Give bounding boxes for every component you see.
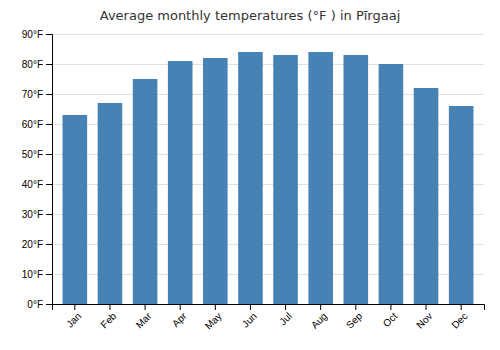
grid-line xyxy=(52,64,484,65)
x-axis: Jan Feb Mar Apr May Jun Jul Aug Sep Oct Nov Dec xyxy=(53,304,485,332)
y-tick: 50°F xyxy=(22,149,52,160)
y-tick-mark xyxy=(46,64,52,65)
grid-line xyxy=(52,34,484,35)
y-tick: 70°F xyxy=(22,89,52,100)
y-tick-mark xyxy=(46,214,52,215)
x-tick-mark xyxy=(109,304,110,310)
x-tick-mark xyxy=(461,304,462,310)
x-tick: Mar xyxy=(134,304,154,330)
y-tick-label: 40°F xyxy=(22,179,43,190)
y-tick: 40°F xyxy=(22,179,52,190)
x-tick: Aug xyxy=(309,304,329,331)
bar xyxy=(344,55,369,304)
grid-tick xyxy=(52,34,484,35)
x-tick: Jul xyxy=(277,304,294,327)
x-tick-mark xyxy=(320,304,321,310)
bar xyxy=(133,79,158,304)
x-tick: Apr xyxy=(170,304,189,329)
x-tick-label: Nov xyxy=(414,310,434,330)
bar xyxy=(98,103,123,304)
x-tick-label: Mar xyxy=(134,310,154,330)
y-tick-label: 60°F xyxy=(22,119,43,130)
y-axis-line xyxy=(46,35,53,305)
y-tick: 0°F xyxy=(27,299,52,310)
grid-tick xyxy=(52,64,484,65)
x-tick-mark xyxy=(355,304,356,310)
bar xyxy=(63,115,88,304)
x-tick-mark xyxy=(180,304,181,310)
y-tick: 60°F xyxy=(22,119,52,130)
x-tick-label: Dec xyxy=(449,310,469,330)
x-tick: Jun xyxy=(240,304,259,330)
bar xyxy=(203,58,228,304)
x-tick: Feb xyxy=(98,304,118,330)
y-tick: 30°F xyxy=(22,209,52,220)
x-tick-mark xyxy=(250,304,251,310)
y-tick-mark xyxy=(46,124,52,125)
y-tick-mark xyxy=(46,274,52,275)
y-tick-label: 20°F xyxy=(22,239,43,250)
x-tick-mark xyxy=(145,304,146,310)
plot-area: 0°F 10°F 20°F 30°F 40°F 50°F 60°F 70°F 80°F 90°F J… xyxy=(22,29,485,332)
x-tick: Sep xyxy=(344,304,365,331)
title: Average monthly temperatures (°F ) in Pī… xyxy=(100,8,401,23)
bar xyxy=(308,52,333,304)
y-tick: 80°F xyxy=(22,59,52,70)
x-tick-label: Jul xyxy=(277,310,294,327)
y-tick-label: 90°F xyxy=(22,29,43,40)
x-tick-mark xyxy=(390,304,391,310)
x-tick-label: Apr xyxy=(170,310,189,329)
y-tick-mark xyxy=(46,244,52,245)
x-tick: Dec xyxy=(449,304,469,331)
y-tick-mark xyxy=(46,304,52,305)
x-tick: Jan xyxy=(64,304,83,330)
x-tick-mark xyxy=(285,304,286,310)
y-tick-label: 30°F xyxy=(22,209,43,220)
grid xyxy=(52,35,484,305)
chart-svg: 0°F 10°F 20°F 30°F 40°F 50°F 60°F 70°F 80°F 90°F J… xyxy=(0,0,500,350)
y-tick-label: 70°F xyxy=(22,89,43,100)
x-axis-line xyxy=(53,305,485,311)
x-tick-label: Jun xyxy=(240,310,259,329)
chart-container: 0°F 10°F 20°F 30°F 40°F 50°F 60°F 70°F 80°F 90°F J… xyxy=(0,0,500,350)
x-tick-label: Jan xyxy=(64,310,83,329)
y-tick: 20°F xyxy=(22,239,52,250)
x-tick-label: Sep xyxy=(344,310,365,331)
bar xyxy=(379,64,404,304)
x-tick-mark xyxy=(426,304,427,310)
y-tick-mark xyxy=(46,94,52,95)
y-tick-label: 50°F xyxy=(22,149,43,160)
x-tick-label: Oct xyxy=(381,310,400,329)
x-tick: May xyxy=(203,304,224,332)
bar xyxy=(449,106,474,304)
x-tick-mark xyxy=(215,304,216,310)
x-tick-mark xyxy=(74,304,75,310)
y-tick-label: 0°F xyxy=(27,299,43,310)
bar xyxy=(168,61,193,304)
x-tick-label: Feb xyxy=(98,310,118,330)
y-tick-mark xyxy=(46,154,52,155)
y-tick: 90°F xyxy=(22,29,52,40)
y-tick: 10°F xyxy=(22,269,52,280)
x-tick-label: May xyxy=(203,310,224,331)
y-tick-mark xyxy=(46,34,52,35)
x-tick: Nov xyxy=(414,304,434,331)
x-tick: Oct xyxy=(381,304,400,329)
bar xyxy=(273,55,298,304)
x-tick-label: Aug xyxy=(309,310,329,330)
y-axis: 0°F 10°F 20°F 30°F 40°F 50°F 60°F 70°F 80°F 90°F xyxy=(22,29,53,310)
y-tick-label: 10°F xyxy=(22,269,43,280)
y-tick-label: 80°F xyxy=(22,59,43,70)
bar xyxy=(414,88,439,304)
bars xyxy=(63,52,474,304)
y-tick-mark xyxy=(46,184,52,185)
bar xyxy=(238,52,263,304)
